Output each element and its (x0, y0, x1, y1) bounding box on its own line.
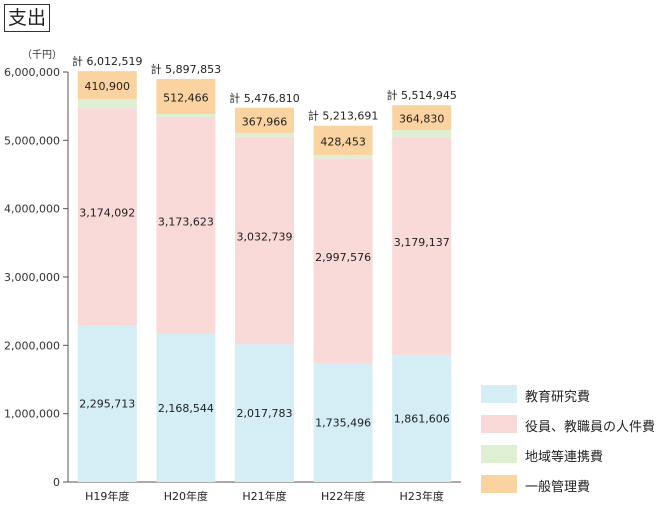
legend-label: 役員、教職員の人件費 (525, 420, 656, 435)
y-tick-label: 4,000,000 (4, 203, 60, 216)
data-label: 3,032,739 (237, 230, 293, 243)
data-label: 428,453 (320, 135, 366, 148)
total-label: 計 5,897,853 (151, 62, 221, 76)
data-label: 1,735,496 (315, 417, 371, 430)
legend-swatch (481, 415, 517, 433)
bar-segment (313, 125, 373, 156)
data-label: 364,830 (399, 113, 445, 126)
bar-segment (77, 99, 137, 109)
bar-segment (392, 130, 452, 138)
data-label: 2,997,576 (315, 251, 371, 264)
total-label: 計 5,213,691 (308, 109, 378, 123)
bar-segment (392, 354, 452, 482)
bar-segment (235, 132, 294, 137)
x-tick-label: H19年度 (85, 489, 129, 503)
x-tick-label: H21年度 (242, 489, 286, 503)
legend-label: 地域等連携費 (525, 450, 604, 465)
legend-swatch (481, 385, 517, 403)
bar-segment (235, 344, 294, 482)
data-label: 2,295,713 (79, 398, 135, 411)
y-tick-label: 5,000,000 (4, 134, 60, 147)
legend-swatch (481, 445, 517, 463)
bar-segment (77, 71, 137, 100)
data-label: 1,861,606 (394, 412, 450, 425)
bar-segment (77, 108, 137, 326)
legend-swatch (481, 475, 517, 493)
y-tick-label: 6,000,000 (4, 66, 60, 79)
x-tick-label: H20年度 (164, 489, 208, 503)
bar-segment (313, 363, 373, 482)
data-label: 512,466 (163, 91, 209, 104)
bar-segment (392, 105, 452, 131)
bar-segment (156, 333, 216, 482)
bar-segment (156, 113, 216, 117)
data-label: 2,168,544 (158, 402, 214, 415)
x-tick-label: H23年度 (400, 489, 444, 503)
x-tick-label: H22年度 (321, 489, 365, 503)
y-tick-label: 2,000,000 (4, 339, 60, 352)
data-label: 3,173,623 (158, 215, 214, 228)
y-tick-label: 1,000,000 (4, 408, 60, 421)
bar-segment (156, 78, 216, 114)
total-label: 計 6,012,519 (72, 54, 142, 68)
bar-segment (313, 155, 373, 159)
bar-segment (392, 137, 452, 355)
data-label: 3,179,137 (394, 236, 450, 249)
y-tick-label: 0 (53, 476, 60, 489)
data-label: 410,900 (85, 80, 131, 93)
total-label: 計 5,514,945 (386, 88, 456, 102)
bar-segment (235, 136, 294, 345)
y-tick-label: 3,000,000 (4, 271, 60, 284)
data-label: 3,174,092 (79, 207, 135, 220)
total-label: 計 5,476,810 (229, 91, 299, 105)
y-axis-unit: （千円） (22, 50, 62, 61)
bar-segment (77, 325, 137, 482)
bar-segment (156, 116, 216, 334)
chart-title: 支出 (4, 4, 50, 32)
bar-segment (235, 107, 294, 133)
data-label: 2,017,783 (237, 407, 293, 420)
data-label: 367,966 (242, 115, 288, 128)
bar-segment (313, 158, 373, 364)
legend-label: 教育研究費 (525, 390, 591, 405)
legend-label: 一般管理費 (525, 480, 591, 495)
